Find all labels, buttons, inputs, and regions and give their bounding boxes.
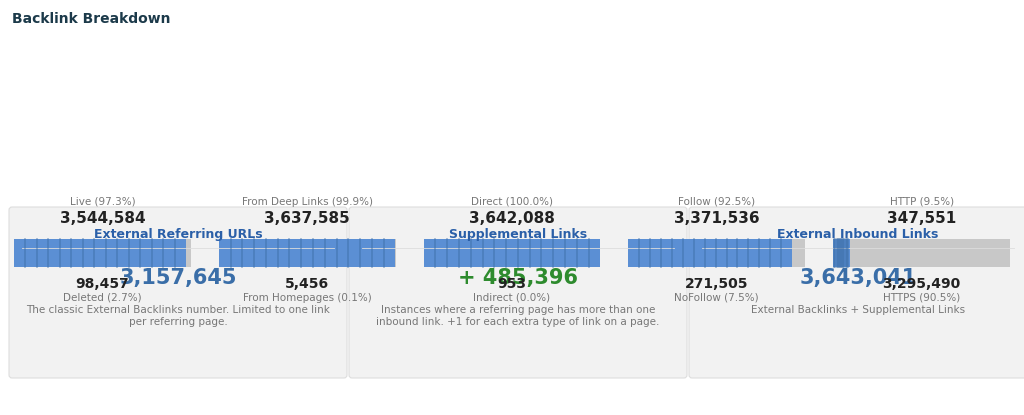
Text: The classic External Backlinks number. Limited to one link
per referring page.: The classic External Backlinks number. L…	[26, 305, 330, 327]
Text: + 485,396: + 485,396	[458, 268, 578, 288]
FancyBboxPatch shape	[9, 207, 347, 378]
Text: Indirect (0.0%): Indirect (0.0%)	[473, 293, 551, 303]
Bar	[424, 239, 600, 267]
Text: 953: 953	[498, 277, 526, 291]
Text: 5,456: 5,456	[285, 277, 330, 291]
FancyBboxPatch shape	[689, 207, 1024, 378]
Bar	[629, 239, 805, 267]
Text: External Inbound Links: External Inbound Links	[777, 228, 939, 241]
Text: 3,637,585: 3,637,585	[264, 211, 350, 226]
Text: 98,457: 98,457	[76, 277, 129, 291]
Text: From Homepages (0.1%): From Homepages (0.1%)	[243, 293, 372, 303]
Text: Backlink Breakdown: Backlink Breakdown	[12, 12, 171, 26]
Text: Live (97.3%): Live (97.3%)	[70, 197, 135, 207]
Text: NoFollow (7.5%): NoFollow (7.5%)	[675, 293, 759, 303]
Bar	[834, 239, 1010, 267]
Text: 3,643,041: 3,643,041	[800, 268, 916, 288]
Bar	[424, 239, 600, 267]
Text: Instances where a referring page has more than one
inbound link. +1 for each ext: Instances where a referring page has mor…	[376, 305, 659, 327]
Bar	[219, 239, 395, 267]
Text: Deleted (2.7%): Deleted (2.7%)	[63, 293, 141, 303]
Text: HTTPS (90.5%): HTTPS (90.5%)	[883, 293, 961, 303]
Bar	[629, 239, 792, 267]
FancyBboxPatch shape	[349, 207, 687, 378]
Bar	[219, 239, 395, 267]
Text: 347,551: 347,551	[887, 211, 956, 226]
Bar	[14, 239, 190, 267]
Text: Direct (100.0%): Direct (100.0%)	[471, 197, 553, 207]
Text: Follow (92.5%): Follow (92.5%)	[678, 197, 756, 207]
Bar	[14, 239, 186, 267]
Text: 3,642,088: 3,642,088	[469, 211, 555, 226]
Text: 3,371,536: 3,371,536	[674, 211, 760, 226]
Text: External Referring URLs: External Referring URLs	[93, 228, 262, 241]
Text: 3,295,490: 3,295,490	[883, 277, 961, 291]
Text: 271,505: 271,505	[685, 277, 749, 291]
Bar	[834, 239, 850, 267]
Text: From Deep Links (99.9%): From Deep Links (99.9%)	[242, 197, 373, 207]
Text: HTTP (9.5%): HTTP (9.5%)	[890, 197, 953, 207]
Text: 3,544,584: 3,544,584	[59, 211, 145, 226]
Text: 3,157,645: 3,157,645	[119, 268, 237, 288]
Text: External Backlinks + Supplemental Links: External Backlinks + Supplemental Links	[751, 305, 965, 315]
Text: Supplemental Links: Supplemental Links	[449, 228, 587, 241]
